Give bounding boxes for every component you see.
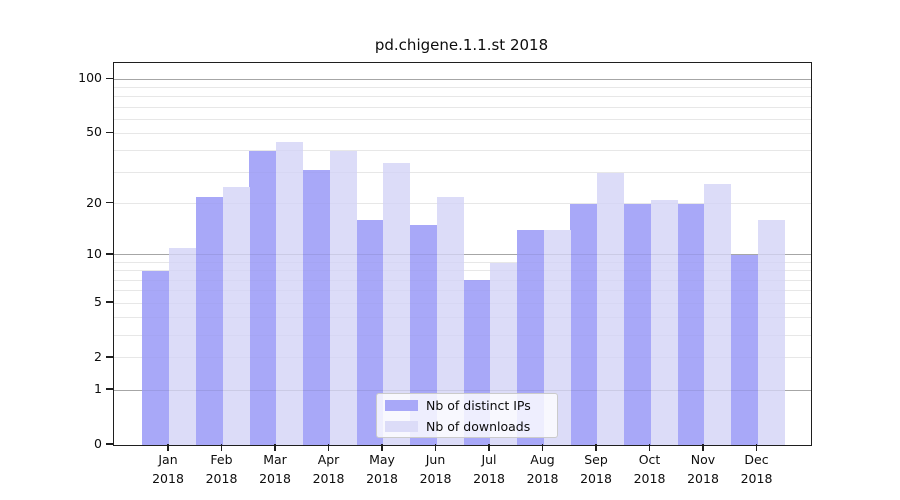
x-tick-text: Dec bbox=[744, 452, 769, 467]
x-tick-text: 2018 bbox=[152, 471, 184, 486]
x-tick-mark bbox=[755, 444, 758, 451]
y-tick-label: 50 bbox=[86, 124, 102, 140]
x-tick-label-aug: Aug 2018 bbox=[503, 450, 583, 488]
x-tick-label-jun: Jun 2018 bbox=[396, 450, 476, 488]
bar-jan-distinct-ips bbox=[142, 270, 169, 445]
y-tick-label: 1 bbox=[94, 381, 102, 397]
x-tick-text: Oct bbox=[638, 452, 661, 467]
x-tick-text: 2018 bbox=[259, 471, 291, 486]
x-tick-label-may: May 2018 bbox=[342, 450, 422, 488]
y-tick-mark bbox=[105, 201, 113, 204]
bar-oct-downloads bbox=[650, 200, 678, 445]
x-tick-text: Sep bbox=[584, 452, 608, 467]
x-tick-text: 2018 bbox=[526, 471, 559, 486]
x-tick-text: 2018 bbox=[633, 471, 666, 486]
x-tick-text: 2018 bbox=[205, 471, 238, 486]
legend-swatch-distinct-ips bbox=[385, 400, 418, 411]
x-tick-mark bbox=[167, 444, 169, 451]
x-tick-label-dec: Dec 2018 bbox=[717, 450, 797, 488]
y-tick-label: 0 bbox=[94, 436, 102, 451]
x-tick-mark bbox=[434, 444, 437, 451]
bar-apr-downloads bbox=[329, 150, 357, 445]
x-tick-mark bbox=[274, 444, 276, 451]
y-tick-mark bbox=[105, 77, 113, 79]
x-tick-label-apr: Apr 2018 bbox=[289, 450, 369, 488]
x-tick-mark bbox=[220, 444, 223, 451]
legend-item-downloads: Nb of downloads bbox=[377, 416, 557, 437]
plot-area bbox=[113, 62, 812, 446]
y-tick-mark bbox=[105, 356, 113, 358]
x-tick-text: May bbox=[369, 452, 395, 467]
x-tick-label-jul: Jul 2018 bbox=[449, 450, 529, 488]
x-tick-text: Mar bbox=[263, 452, 287, 467]
y-tick-label: 5 bbox=[94, 294, 102, 309]
y-tick-label: 10 bbox=[86, 245, 102, 261]
x-tick-text: Nov bbox=[690, 452, 716, 467]
legend-item-distinct-ips: Nb of distinct IPs bbox=[377, 395, 557, 416]
x-tick-label-jan: Jan 2018 bbox=[128, 450, 208, 488]
bar-dec-distinct-ips bbox=[730, 254, 758, 445]
bar-jan-downloads bbox=[169, 248, 196, 445]
chart-title: pd.chigene.1.1.st 2018 bbox=[374, 36, 549, 54]
x-tick-mark bbox=[702, 444, 704, 451]
x-tick-label-mar: Mar 2018 bbox=[235, 450, 315, 488]
x-tick-text: Jul bbox=[481, 452, 497, 467]
x-tick-text: 2018 bbox=[687, 471, 719, 486]
legend-label-downloads: Nb of downloads bbox=[426, 419, 531, 434]
x-tick-mark bbox=[327, 444, 330, 451]
x-tick-text: 2018 bbox=[419, 471, 452, 486]
y-tick-mark bbox=[105, 131, 113, 134]
bar-nov-downloads bbox=[704, 183, 731, 445]
bar-mar-downloads bbox=[276, 141, 303, 445]
legend-label-distinct-ips: Nb of distinct IPs bbox=[426, 398, 531, 413]
y-tick-mark bbox=[105, 388, 113, 390]
x-tick-mark bbox=[488, 444, 490, 451]
x-tick-text: Feb bbox=[210, 452, 233, 467]
x-tick-mark bbox=[381, 444, 383, 451]
x-tick-text: Jan bbox=[158, 452, 178, 467]
x-tick-text: 2018 bbox=[366, 471, 398, 486]
x-tick-mark bbox=[541, 444, 544, 451]
bar-sep-downloads bbox=[597, 172, 624, 445]
legend-swatch-downloads bbox=[385, 421, 418, 432]
y-tick-mark bbox=[105, 253, 113, 255]
bar-nov-distinct-ips bbox=[677, 203, 704, 445]
x-tick-text: 2018 bbox=[580, 471, 612, 486]
bars-layer bbox=[114, 63, 811, 445]
x-tick-label-oct: Oct 2018 bbox=[610, 450, 690, 488]
y-tick-label: 100 bbox=[78, 70, 102, 86]
x-tick-text: Jun bbox=[425, 452, 446, 467]
bar-oct-distinct-ips bbox=[623, 203, 651, 445]
x-tick-text: 2018 bbox=[740, 471, 773, 486]
y-tick-label: 2 bbox=[94, 348, 102, 364]
y-tick-label: 20 bbox=[86, 194, 102, 210]
x-tick-text: Aug bbox=[530, 452, 555, 467]
x-tick-mark bbox=[648, 444, 651, 451]
x-tick-label-feb: Feb 2018 bbox=[182, 450, 262, 488]
bar-feb-distinct-ips bbox=[195, 196, 223, 445]
bar-mar-distinct-ips bbox=[249, 150, 276, 445]
bar-apr-distinct-ips bbox=[302, 170, 330, 445]
bar-sep-distinct-ips bbox=[570, 203, 597, 445]
y-tick-mark bbox=[105, 443, 113, 445]
x-tick-text: 2018 bbox=[312, 471, 345, 486]
bar-feb-downloads bbox=[222, 186, 250, 445]
legend: Nb of distinct IPs Nb of downloads bbox=[376, 393, 558, 438]
x-tick-label-sep: Sep 2018 bbox=[556, 450, 636, 488]
y-tick-mark bbox=[105, 301, 113, 303]
x-tick-text: 2018 bbox=[473, 471, 505, 486]
x-tick-label-nov: Nov 2018 bbox=[663, 450, 743, 488]
x-tick-mark bbox=[595, 444, 597, 451]
x-tick-text: Apr bbox=[317, 452, 340, 467]
bar-dec-downloads bbox=[757, 220, 785, 445]
